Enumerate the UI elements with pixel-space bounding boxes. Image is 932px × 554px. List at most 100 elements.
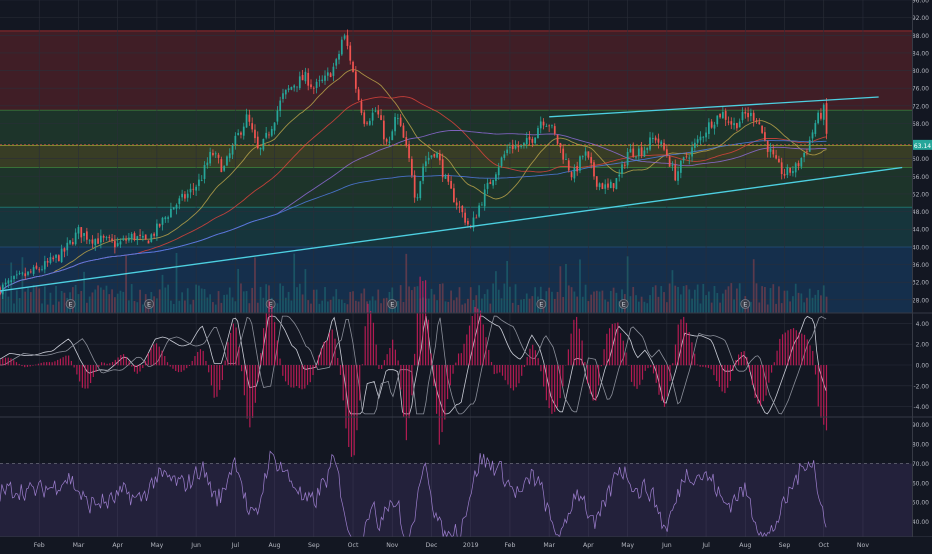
candle[interactable] <box>69 240 71 243</box>
candle[interactable] <box>341 40 343 55</box>
candle[interactable] <box>383 121 385 140</box>
candle[interactable] <box>394 117 396 131</box>
candle[interactable] <box>750 113 752 116</box>
candle[interactable] <box>557 135 559 144</box>
candle[interactable] <box>644 150 646 156</box>
candle[interactable] <box>344 35 346 38</box>
candle[interactable] <box>335 59 337 65</box>
candle[interactable] <box>436 153 438 158</box>
candle[interactable] <box>108 237 110 238</box>
candle[interactable] <box>618 175 620 177</box>
candle[interactable] <box>705 133 707 138</box>
candle[interactable] <box>646 148 648 150</box>
candle[interactable] <box>596 176 598 187</box>
candle[interactable] <box>663 143 665 150</box>
candle[interactable] <box>534 138 536 144</box>
candle[interactable] <box>333 67 335 76</box>
candle[interactable] <box>106 237 108 238</box>
candle[interactable] <box>36 266 38 269</box>
candle[interactable] <box>632 149 634 157</box>
candle[interactable] <box>565 159 567 160</box>
candle[interactable] <box>826 103 828 134</box>
candle[interactable] <box>72 242 74 244</box>
candle[interactable] <box>201 180 203 181</box>
candle[interactable] <box>503 154 505 158</box>
candle[interactable] <box>778 159 780 163</box>
candle[interactable] <box>792 171 794 173</box>
candle[interactable] <box>408 144 410 158</box>
candle[interactable] <box>809 140 811 152</box>
candle[interactable] <box>526 138 528 144</box>
candle[interactable] <box>19 273 21 274</box>
candle[interactable] <box>593 162 595 176</box>
candle[interactable] <box>540 121 542 128</box>
candle[interactable] <box>800 158 802 167</box>
candle[interactable] <box>50 257 52 263</box>
candle[interactable] <box>590 157 592 163</box>
candle[interactable] <box>324 76 326 81</box>
candle[interactable] <box>52 258 54 260</box>
candle[interactable] <box>44 261 46 269</box>
candle[interactable] <box>234 136 236 145</box>
candle[interactable] <box>613 183 615 188</box>
candle[interactable] <box>419 181 421 198</box>
candle[interactable] <box>58 255 60 261</box>
candle[interactable] <box>520 145 522 146</box>
candle[interactable] <box>425 161 427 166</box>
candle[interactable] <box>487 183 489 189</box>
candle[interactable] <box>117 243 119 246</box>
candle[interactable] <box>176 205 178 209</box>
candle[interactable] <box>226 156 228 165</box>
candle[interactable] <box>641 147 643 155</box>
candle[interactable] <box>125 240 127 241</box>
candle[interactable] <box>775 155 777 158</box>
candle[interactable] <box>700 137 702 141</box>
candle[interactable] <box>16 274 18 275</box>
candle[interactable] <box>683 157 685 160</box>
candle[interactable] <box>302 75 304 80</box>
candle[interactable] <box>363 112 365 123</box>
candle[interactable] <box>602 183 604 189</box>
candle[interactable] <box>772 150 774 155</box>
candle[interactable] <box>484 190 486 207</box>
candle[interactable] <box>198 180 200 186</box>
candle[interactable] <box>554 126 556 134</box>
candle[interactable] <box>658 139 660 143</box>
candle[interactable] <box>159 224 161 227</box>
candle[interactable] <box>173 207 175 209</box>
candle[interactable] <box>761 126 763 133</box>
candle[interactable] <box>576 166 578 171</box>
candle[interactable] <box>178 198 180 204</box>
candle[interactable] <box>660 142 662 145</box>
candle[interactable] <box>218 155 220 158</box>
candle[interactable] <box>156 224 158 236</box>
candle[interactable] <box>279 101 281 111</box>
candle[interactable] <box>215 153 217 154</box>
candle[interactable] <box>697 139 699 143</box>
candle[interactable] <box>461 206 463 212</box>
candle[interactable] <box>489 182 491 184</box>
candle[interactable] <box>789 168 791 173</box>
candle[interactable] <box>75 233 77 245</box>
candle[interactable] <box>411 159 413 175</box>
candle[interactable] <box>456 203 458 206</box>
candle[interactable] <box>812 132 814 138</box>
candle[interactable] <box>313 88 315 89</box>
candle[interactable] <box>574 167 576 178</box>
candle[interactable] <box>319 80 321 81</box>
candle[interactable] <box>55 255 57 258</box>
candle[interactable] <box>131 234 133 239</box>
candle[interactable] <box>708 122 710 134</box>
candle[interactable] <box>120 241 122 244</box>
candle[interactable] <box>13 276 15 279</box>
candle[interactable] <box>517 146 519 147</box>
candle[interactable] <box>296 86 298 87</box>
candle[interactable] <box>232 145 234 155</box>
candle[interactable] <box>655 138 657 141</box>
candle[interactable] <box>33 267 35 274</box>
candle[interactable] <box>512 145 514 149</box>
candle[interactable] <box>285 90 287 95</box>
candle[interactable] <box>739 122 741 128</box>
candle[interactable] <box>431 155 433 157</box>
candle[interactable] <box>621 164 623 174</box>
